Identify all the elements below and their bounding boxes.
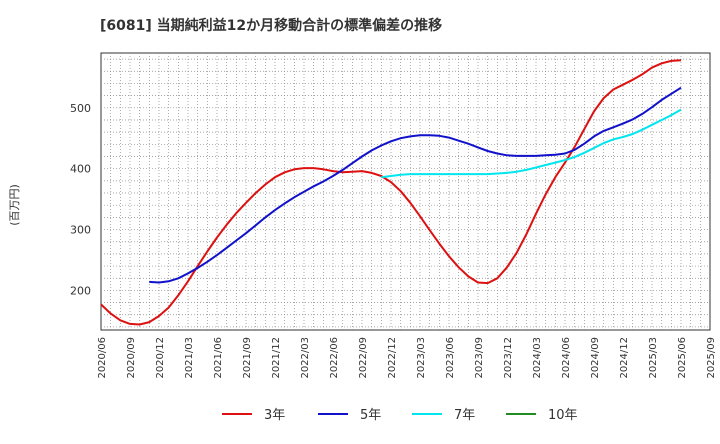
legend-label-4: 10年 (548, 408, 578, 423)
x-tick-label: 2022/03 (300, 337, 311, 379)
legend: 3年 5年 7年 10年 (222, 408, 578, 423)
y-tick-label: 200 (70, 284, 91, 297)
x-tick-label: 2020/09 (126, 337, 137, 379)
x-tick-label: 2023/12 (503, 337, 514, 379)
plot-area (100, 52, 711, 331)
x-tick-label: 2022/09 (358, 337, 369, 379)
x-tick-label: 2024/09 (590, 337, 601, 379)
grid-lines (101, 53, 710, 330)
x-tick-label: 2022/06 (329, 337, 340, 379)
y-axis-tick-labels: 200 300 400 500 (70, 102, 91, 298)
x-tick-label: 2025/09 (706, 337, 717, 379)
y-tick-label: 500 (70, 102, 91, 115)
series-lines (100, 59, 682, 326)
y-axis-label: (百万円) (8, 184, 21, 226)
x-tick-label: 2020/12 (155, 337, 166, 379)
x-tick-label: 2021/12 (271, 337, 282, 379)
chart-title: [6081] 当期純利益12か月移動合計の標準偏差の推移 (100, 17, 442, 34)
x-axis-tick-labels: 2020/06 2020/09 2020/12 2021/03 2021/06 2021/… (97, 337, 717, 379)
series-line-3 (381, 108, 682, 179)
x-tick-label: 2020/06 (97, 337, 108, 379)
x-tick-label: 2023/09 (474, 337, 485, 379)
legend-label-3: 7年 (454, 408, 475, 423)
x-tick-label: 2024/12 (619, 337, 630, 379)
x-tick-label: 2021/03 (184, 337, 195, 379)
x-tick-label: 2024/06 (561, 337, 572, 379)
series-line-2 (149, 86, 682, 284)
x-tick-label: 2023/06 (445, 337, 456, 379)
x-tick-label: 2023/03 (416, 337, 427, 379)
x-tick-label: 2021/06 (213, 337, 224, 379)
series-line-1 (100, 59, 682, 326)
legend-label-2: 5年 (360, 408, 381, 423)
x-tick-label: 2025/03 (648, 337, 659, 379)
y-tick-label: 400 (70, 163, 91, 176)
y-tick-label: 300 (70, 224, 91, 237)
legend-label-1: 3年 (264, 408, 285, 423)
x-tick-label: 2022/12 (387, 337, 398, 379)
x-tick-label: 2021/09 (242, 337, 253, 379)
x-tick-label: 2025/06 (677, 337, 688, 379)
x-tick-label: 2024/03 (532, 337, 543, 379)
